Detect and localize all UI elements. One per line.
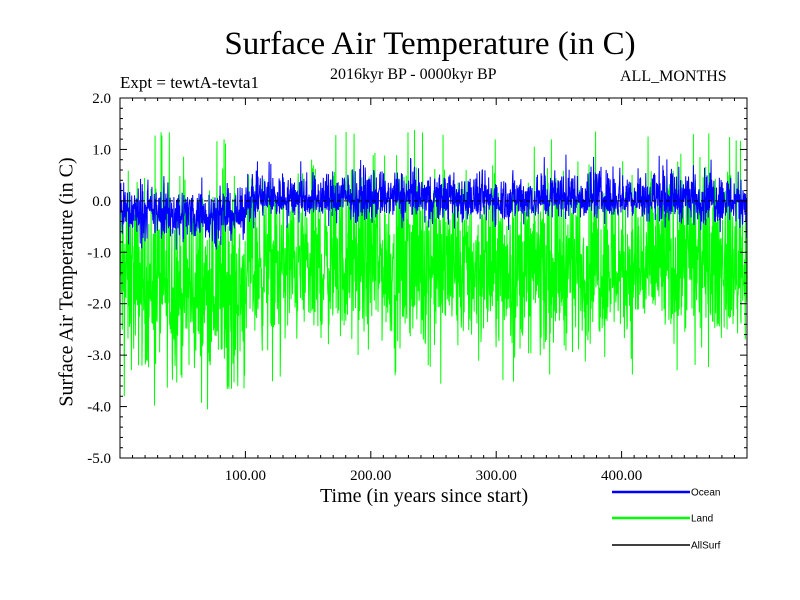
x-tick-label: 100.00	[225, 468, 266, 484]
x-axis-label: Time (in years since start)	[320, 485, 529, 507]
legend: Ocean Land AllSurf	[612, 488, 721, 552]
period-label: 2016kyr BP - 0000kyr BP	[330, 66, 497, 83]
land-series-line	[119, 129, 748, 410]
y-tick-label: -4.0	[87, 400, 111, 416]
legend-label-ocean: Ocean	[691, 488, 720, 499]
ocean-series-layer	[119, 154, 748, 250]
x-tick-label: 300.00	[476, 468, 517, 484]
y-tick-label: 2.0	[92, 91, 111, 107]
y-tick-label: -5.0	[87, 451, 111, 467]
y-tick-label: -1.0	[87, 245, 111, 261]
months-label: ALL_MONTHS	[620, 68, 727, 85]
legend-label-allsurf: AllSurf	[691, 541, 721, 552]
ocean-series-line	[119, 154, 748, 250]
tick-layer: 2.0 1.0 0.0 -1.0 -2.0 -3.0 -4.0 -5.0 100.00 200.0…	[87, 91, 747, 484]
experiment-label: Expt = tewtA-tevta1	[120, 73, 259, 92]
y-tick-label: 0.0	[92, 194, 111, 210]
x-tick-label: 400.00	[601, 468, 642, 484]
y-tick-label: -2.0	[87, 297, 111, 313]
x-tick-label: 200.00	[350, 468, 391, 484]
land-series-layer	[119, 129, 748, 410]
y-tick-label: -3.0	[87, 348, 111, 364]
y-tick-label: 1.0	[92, 142, 111, 158]
chart-title: Surface Air Temperature (in C)	[224, 26, 636, 62]
legend-label-land: Land	[691, 514, 713, 525]
